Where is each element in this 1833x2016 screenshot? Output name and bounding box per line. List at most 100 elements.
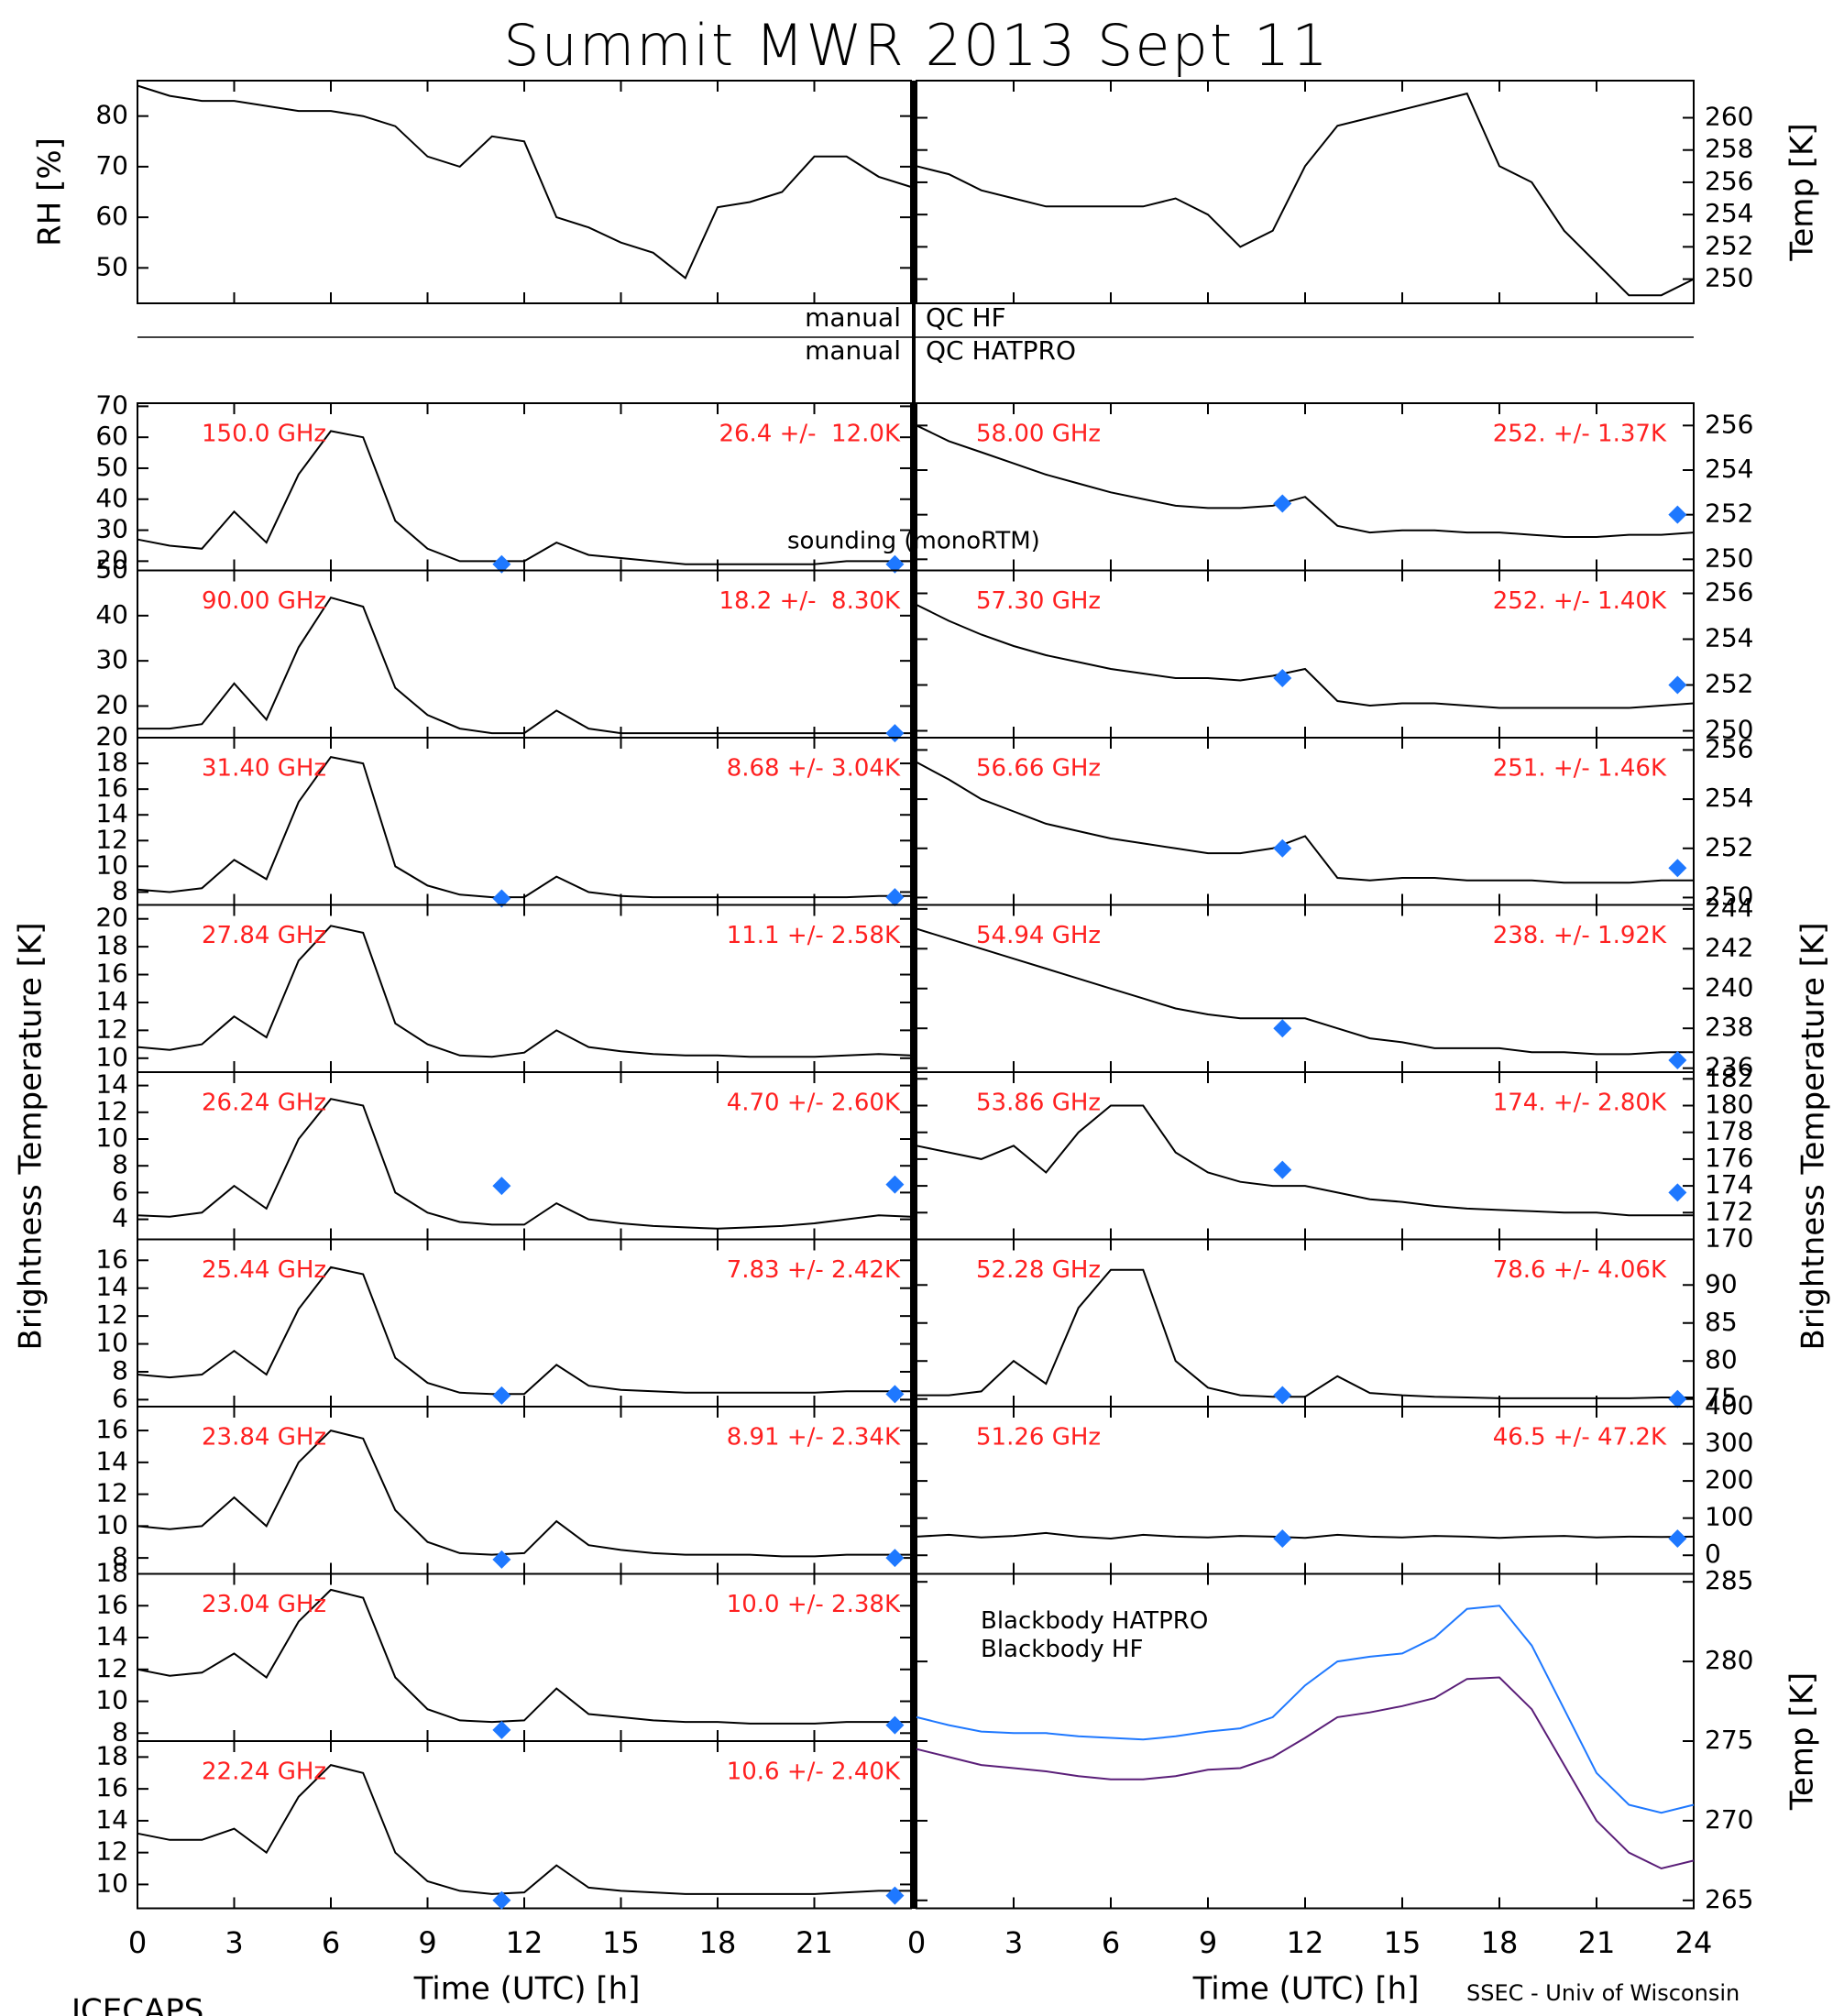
data-line xyxy=(916,1676,1695,1870)
x-tick-label: 3 xyxy=(1004,1925,1023,1960)
data-line xyxy=(137,925,912,1058)
channel-label: 53.86 GHz xyxy=(976,1090,1101,1117)
y-tick-label: 12 xyxy=(95,1836,128,1867)
channel-stats: 8.68 +/- 3.04K xyxy=(727,755,901,783)
y-tick-label: 275 xyxy=(1705,1725,1753,1755)
channel-stats: 252. +/- 1.37K xyxy=(1493,421,1667,448)
legend-entry: Blackbody HF xyxy=(981,1636,1143,1663)
y-tick-label: 20 xyxy=(95,689,128,719)
y-tick-label: 250 xyxy=(1705,263,1753,293)
x-tick-label: 0 xyxy=(907,1925,926,1960)
channel-label: 22.24 GHz xyxy=(202,1759,326,1786)
data-line xyxy=(137,430,911,565)
y-tick-label: 10 xyxy=(95,1328,128,1358)
x-tick-label: 9 xyxy=(418,1925,436,1960)
data-line xyxy=(137,1588,911,1725)
y-tick-label: 50 xyxy=(95,251,128,281)
data-line xyxy=(916,92,1695,297)
channel-label: 31.40 GHz xyxy=(202,755,326,783)
y-tick-label: 6 xyxy=(112,1176,128,1206)
y-tick-label: 80 xyxy=(95,100,128,130)
data-line xyxy=(137,1429,911,1558)
y-tick-label: 254 xyxy=(1705,198,1753,228)
channel-stats: 46.5 +/- 47.2K xyxy=(1493,1424,1667,1452)
y-tick-label: 16 xyxy=(95,959,128,989)
x-tick-label: 15 xyxy=(1384,1925,1421,1960)
y-tick-label: 176 xyxy=(1705,1143,1753,1173)
y-tick-label: 40 xyxy=(95,599,128,630)
x-axis-label: Time (UTC) [h] xyxy=(1192,1971,1420,2008)
channel-label: 25.44 GHz xyxy=(202,1256,326,1284)
channel-stats: 252. +/- 1.40K xyxy=(1493,587,1667,615)
data-line xyxy=(916,1104,1694,1217)
y-tick-label: 12 xyxy=(95,824,128,854)
data-line xyxy=(916,424,1695,538)
y-tick-label: 0 xyxy=(1705,1539,1721,1569)
x-axis-label: Time (UTC) [h] xyxy=(413,1971,641,2008)
y-tick-label: 8 xyxy=(112,1355,128,1386)
sounding-marker xyxy=(885,1175,905,1194)
sounding-marker xyxy=(1668,1528,1687,1548)
y-tick-label: 260 xyxy=(1705,102,1753,132)
channel-stats: 11.1 +/- 2.58K xyxy=(727,922,901,949)
y-tick-label: 18 xyxy=(95,1740,128,1770)
channel-stats: 174. +/- 2.80K xyxy=(1493,1090,1667,1117)
channel-label: 57.30 GHz xyxy=(976,587,1101,615)
x-tick-label: 24 xyxy=(1675,1925,1713,1960)
y-axis-label: Temp [K] xyxy=(1784,1672,1821,1811)
channel-stats: 18.2 +/- 8.30K xyxy=(719,587,901,615)
y-tick-label: 270 xyxy=(1705,1804,1753,1835)
y-tick-label: 14 xyxy=(95,1272,128,1302)
sounding-marker xyxy=(885,1886,905,1905)
y-tick-label: 70 xyxy=(95,389,128,420)
sounding-marker xyxy=(492,1550,511,1569)
channel-label: 27.84 GHz xyxy=(202,922,326,949)
y-tick-label: 18 xyxy=(95,1558,128,1588)
sounding-marker xyxy=(885,888,905,907)
y-axis-label: Brightness Temperature [K] xyxy=(1795,923,1832,1351)
channel-label: 150.0 GHz xyxy=(202,421,326,448)
y-tick-label: 14 xyxy=(95,798,128,828)
sounding-marker xyxy=(885,1385,905,1404)
x-tick-label: 3 xyxy=(225,1925,243,1960)
channel-label: 23.04 GHz xyxy=(202,1591,326,1618)
y-tick-label: 252 xyxy=(1705,499,1753,529)
page-title: Summit MWR 2013 Sept 11 xyxy=(503,12,1330,79)
data-line xyxy=(916,1531,1695,1540)
y-tick-label: 16 xyxy=(95,1244,128,1274)
y-tick-label: 16 xyxy=(95,772,128,803)
y-tick-label: 14 xyxy=(95,986,128,1016)
y-tick-label: 60 xyxy=(95,201,128,231)
y-tick-label: 14 xyxy=(95,1069,128,1100)
data-line xyxy=(137,755,911,899)
y-tick-label: 170 xyxy=(1705,1223,1753,1254)
channel-label: 56.66 GHz xyxy=(976,755,1101,783)
y-tick-label: 172 xyxy=(1705,1196,1753,1226)
footer-right: SSEC - Univ of Wisconsin xyxy=(1466,1980,1740,2006)
y-axis-label: Brightness Temperature [K] xyxy=(13,923,49,1351)
sounding-marker xyxy=(1273,1528,1292,1548)
y-tick-label: 256 xyxy=(1705,409,1753,439)
y-tick-label: 14 xyxy=(95,1621,128,1651)
data-line xyxy=(137,1098,912,1230)
y-tick-label: 10 xyxy=(95,1509,128,1539)
channel-stats: 10.6 +/- 2.40K xyxy=(727,1759,901,1786)
y-tick-label: 10 xyxy=(95,1123,128,1153)
y-tick-label: 252 xyxy=(1705,832,1753,862)
y-tick-label: 200 xyxy=(1705,1464,1753,1495)
y-tick-label: 12 xyxy=(95,1299,128,1330)
y-tick-label: 238 xyxy=(1705,1012,1753,1042)
y-tick-label: 8 xyxy=(112,1541,128,1572)
x-tick-label: 12 xyxy=(506,1925,543,1960)
x-tick-label: 18 xyxy=(1481,1925,1519,1960)
sounding-marker xyxy=(1668,1050,1687,1069)
channel-stats: 238. +/- 1.92K xyxy=(1493,922,1667,949)
y-tick-label: 256 xyxy=(1705,166,1753,196)
y-tick-label: 10 xyxy=(95,1685,128,1715)
sounding-marker xyxy=(492,1386,511,1405)
sounding-marker xyxy=(1668,505,1687,524)
y-tick-label: 300 xyxy=(1705,1428,1753,1458)
data-line xyxy=(137,596,911,735)
y-tick-label: 16 xyxy=(95,1414,128,1444)
x-tick-label: 18 xyxy=(699,1925,737,1960)
